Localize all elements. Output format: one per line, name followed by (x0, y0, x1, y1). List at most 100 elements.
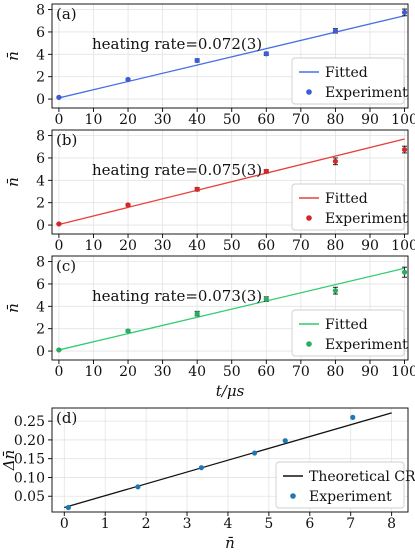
y-tick-label: 0.10 (14, 470, 45, 486)
data-point (125, 328, 131, 334)
x-tick-label: 10 (85, 112, 103, 128)
legend-box (291, 57, 405, 105)
x-tick-label: 0 (54, 238, 63, 254)
x-tick-label: 7 (346, 516, 355, 532)
x-tick-label: 70 (292, 238, 310, 254)
x-tick-label: 50 (223, 364, 241, 380)
legend-box (275, 461, 405, 509)
x-tick-label: 60 (257, 112, 275, 128)
data-point (135, 484, 141, 490)
data-point (65, 504, 71, 511)
y-tick-label: 6 (36, 25, 45, 41)
y-tick-label: 2 (36, 70, 45, 86)
data-point (263, 168, 269, 174)
x-tick-label: 60 (257, 364, 275, 380)
data-point (125, 76, 131, 83)
x-tick-label: 5 (264, 516, 273, 532)
x-tick-label: 100 (391, 112, 415, 128)
panel-label: (a) (56, 5, 77, 23)
plot-frame (51, 3, 409, 109)
heating-rate-annotation: heating rate=0.072(3) (92, 35, 262, 53)
legend-label-experiment: Experiment (325, 211, 408, 227)
y-tick-label: 8 (36, 255, 45, 271)
x-tick-label: 30 (154, 364, 172, 380)
data-point (194, 310, 200, 317)
panel-c: 0 10 20 30 40 50 60 70 80 90 100 0 2 4 6 8 n̄ t/μs (c) heat… (4, 255, 415, 400)
y-tick-label: 0.25 (14, 414, 45, 430)
heating-rate-annotation: heating rate=0.073(3) (92, 287, 262, 305)
y-tick-label: 8 (36, 3, 45, 19)
data-point (194, 57, 200, 64)
legend-label-fit: Fitted (325, 317, 368, 333)
y-axis-label: n̄ (4, 177, 22, 187)
data-point (263, 51, 269, 57)
panel-label: (c) (56, 257, 76, 275)
x-tick-label: 2 (142, 516, 151, 532)
x-tick-label: 0 (54, 364, 63, 380)
x-tick-label: 4 (223, 516, 232, 532)
x-tick-label: 8 (387, 516, 396, 532)
x-tick-label: 3 (183, 516, 192, 532)
x-tick-label: 20 (119, 112, 137, 128)
fit-line (58, 15, 405, 99)
x-tick-label: 90 (361, 112, 379, 128)
x-tick-label: 80 (327, 364, 345, 380)
x-tick-label: 40 (188, 112, 206, 128)
x-tick-label: 30 (154, 112, 172, 128)
x-tick-label: 20 (119, 238, 137, 254)
fit-line (58, 267, 405, 351)
legend-label-fit: Theoretical CRB (309, 469, 415, 485)
data-point (401, 146, 408, 153)
x-tick-label: 1 (101, 516, 110, 532)
x-tick-label: 90 (361, 238, 379, 254)
y-axis-label: n̄ (4, 51, 22, 61)
x-tick-label: 10 (85, 238, 103, 254)
y-tick-label: 4 (36, 47, 45, 63)
y-tick-label: 0 (36, 92, 45, 108)
y-tick-label: 2 (36, 196, 45, 212)
x-tick-label: 0 (54, 112, 63, 128)
data-point (198, 465, 204, 471)
legend-marker-swatch (306, 89, 312, 95)
x-tick-label: 90 (361, 364, 379, 380)
y-tick-label: 4 (36, 173, 45, 189)
y-axis-label: n̄ (4, 303, 22, 313)
plot-frame (51, 129, 409, 235)
data-point (56, 221, 62, 227)
x-tick-label: 40 (188, 238, 206, 254)
data-point (263, 296, 269, 302)
data-point (350, 414, 356, 420)
x-tick-label: 100 (391, 364, 415, 380)
data-point (56, 94, 62, 100)
y-tick-label: 8 (36, 129, 45, 145)
y-tick-label: 0 (36, 218, 45, 234)
x-tick-label: 50 (223, 112, 241, 128)
y-tick-label: 4 (36, 299, 45, 315)
x-tick-label: 70 (292, 112, 310, 128)
panel-a: 0 10 20 30 40 50 60 70 80 90 100 0 2 4 6 8 n̄ (a) heating … (4, 3, 415, 128)
x-axis-label: n̄ (225, 534, 235, 552)
y-tick-label: 2 (36, 322, 45, 338)
y-axis-label: Δn̄ (0, 450, 18, 472)
y-tick-label: 6 (36, 151, 45, 167)
data-point (194, 186, 200, 192)
legend-label-fit: Fitted (325, 191, 368, 207)
data-point (332, 28, 339, 34)
panel-d: 0 1 2 3 4 5 6 7 8 0.05 0.10 0.15 0.20 0.25 Δn̄ n̄ (d) The… (0, 407, 415, 552)
data-point (251, 450, 258, 456)
data-point (125, 202, 131, 208)
x-tick-label: 80 (327, 112, 345, 128)
data-point (332, 288, 339, 294)
x-tick-label: 100 (391, 238, 415, 254)
data-point (401, 269, 408, 275)
y-tick-label: 0 (36, 344, 45, 360)
x-tick-label: 10 (85, 364, 103, 380)
y-tick-label: 0.20 (14, 433, 45, 449)
x-tick-label: 80 (327, 238, 345, 254)
x-tick-label: 30 (154, 238, 172, 254)
panel-b: 0 10 20 30 40 50 60 70 80 90 100 0 2 4 6 8 n̄ (b) heating … (4, 129, 415, 254)
legend-label-experiment: Experiment (309, 489, 392, 505)
plot-frame (51, 255, 409, 361)
x-tick-label: 50 (223, 238, 241, 254)
